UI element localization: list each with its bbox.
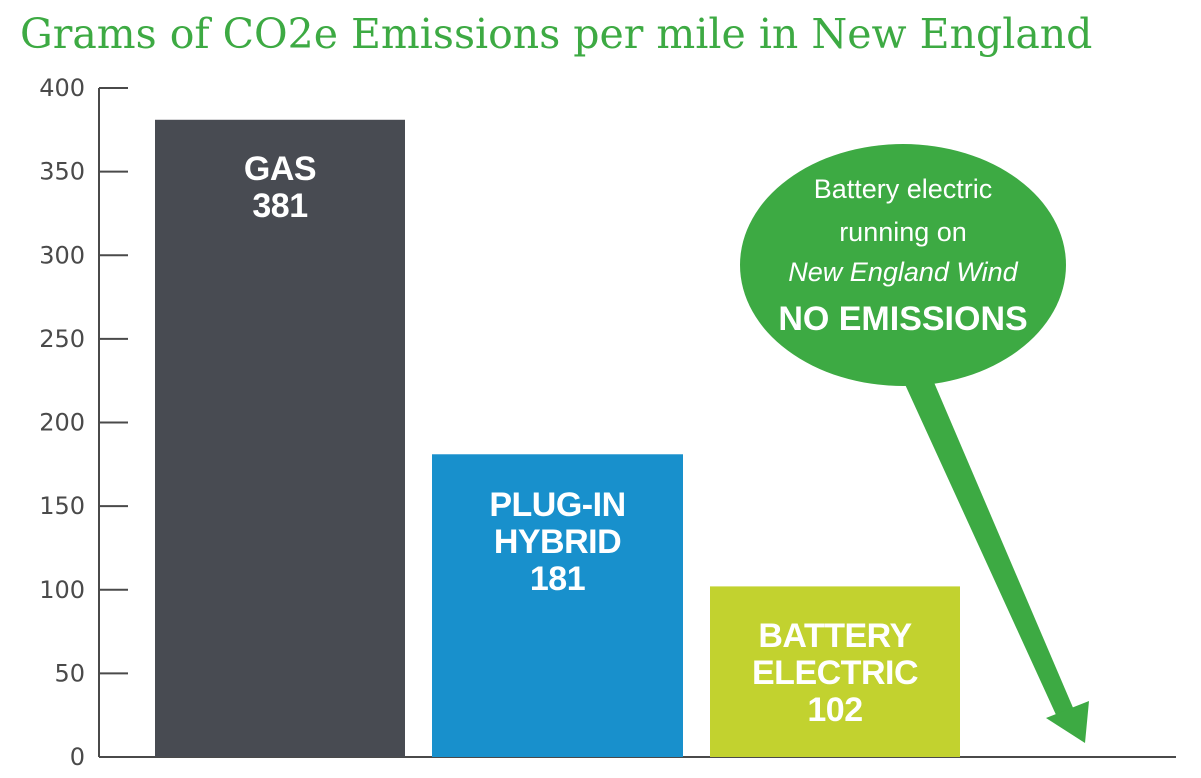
callout-bubble	[740, 144, 1066, 386]
bar-plug-in-hybrid	[432, 454, 683, 757]
y-tick-label: 0	[70, 743, 85, 771]
bar-label-line: 181	[530, 560, 585, 598]
callout: Battery electric running on New England Wi…	[740, 144, 1089, 743]
chart-title: Grams of CO2e Emissions per mile in New …	[20, 10, 1092, 58]
bar-battery-electric	[710, 586, 960, 757]
y-tick-label: 400	[39, 74, 85, 102]
bar-label-line: HYBRID	[494, 523, 621, 561]
bar-label-line: ELECTRIC	[752, 654, 918, 692]
callout-line: running on	[839, 217, 967, 247]
y-tick-label: 100	[39, 576, 85, 604]
callout-line: New England Wind	[788, 257, 1018, 287]
callout-arrow-head	[1046, 701, 1089, 743]
y-tick-label: 200	[39, 409, 85, 437]
y-tick-label: 150	[39, 492, 85, 520]
callout-line: NO EMISSIONS	[778, 300, 1027, 338]
y-tick-label: 300	[39, 241, 85, 269]
bar-label-line: 102	[807, 691, 862, 729]
bar-label-line: GAS	[244, 150, 316, 188]
bar-label-line: PLUG-IN	[489, 486, 625, 524]
bar-gas	[155, 119, 405, 758]
bar-label-line: 381	[252, 187, 307, 225]
y-tick-label: 250	[39, 325, 85, 353]
callout-line: Battery electric	[814, 174, 993, 204]
bar-label-line: BATTERY	[758, 617, 912, 655]
y-tick-label: 50	[54, 659, 85, 687]
y-tick-label: 350	[39, 158, 85, 186]
callout-arrow-shaft	[903, 380, 1074, 717]
